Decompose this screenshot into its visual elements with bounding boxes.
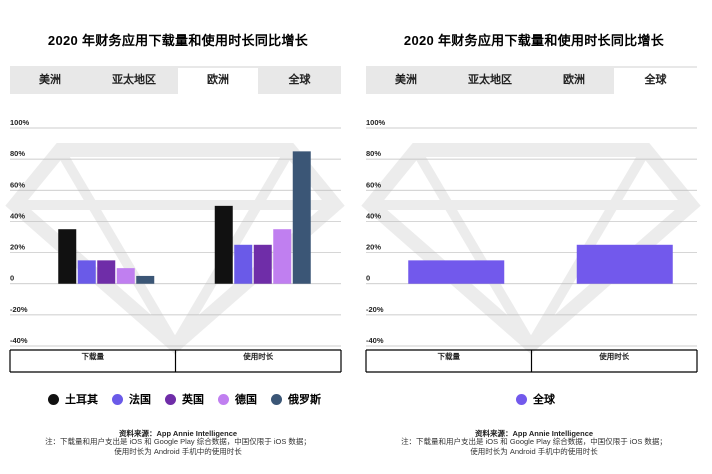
note-text: 注：下载量和用户支出是 iOS 和 Google Play 综合数据，中国仅限于… [356,437,712,457]
chart-title: 2020 年财务应用下载量和使用时长同比增长 [47,33,309,48]
tab-global[interactable]: 全球 [614,66,697,94]
right-panel: 2020 年财务应用下载量和使用时长同比增长 美洲 亚太地区 欧洲 全球 -40… [356,0,712,474]
tab-global[interactable]: 全球 [288,74,311,86]
bar-0-1-1 [234,244,253,284]
legend-swatch [271,393,282,405]
y-tick-label: 100% [10,118,30,127]
legend-swatch [218,393,229,405]
bar-0-0-1 [77,260,96,284]
tab-americas[interactable]: 美洲 [395,74,417,86]
note-text: 注：下载量和用户支出是 iOS 和 Google Play 综合数据，中国仅限于… [0,437,356,457]
source-text: 资料来源：App Annie Intelligence [118,429,238,438]
legend: 全球 [516,391,569,407]
legend-item: 英国 [165,391,204,407]
y-tick-label: 20% [366,243,381,252]
chart-title: 2020 年财务应用下载量和使用时长同比增长 [403,33,665,48]
x-category-label: 下载量 [82,351,105,361]
bar-0-1-0 [214,205,233,284]
y-tick-label: -40% [10,336,28,345]
legend: 土耳其 法国 英国 德国 俄罗斯 [48,391,335,407]
note-line-1: 注：下载量和用户支出是 iOS 和 Google Play 综合数据，中国仅限于… [45,437,311,446]
legend-item: 全球 [516,391,555,407]
legend-item: 土耳其 [48,391,98,407]
bar-0-0-0 [58,229,77,284]
tab-apac[interactable]: 亚太地区 [468,74,512,86]
x-category-label: 使用时长 [242,351,273,361]
bar-chart-europe: -40% -20% 0 20% 40% 60% 80% 100% 下载量 使用时长 [5,118,345,373]
bar-0-0-4 [136,275,155,284]
legend-label: 德国 [235,394,257,406]
y-tick-label: 0 [366,274,370,283]
bar-0-1-4 [292,151,311,284]
legend-swatch [48,393,59,405]
y-tick-label: 80% [366,149,381,158]
legend-item: 俄罗斯 [271,391,321,407]
legend-swatch [165,393,176,405]
legend-label: 法国 [129,394,151,406]
y-tick-label: -40% [366,336,384,345]
bar-0-1-2 [253,244,272,284]
legend-label: 全球 [533,394,555,406]
bar-0-0-3 [116,268,135,284]
legend-label: 俄罗斯 [288,394,321,406]
y-tick-label: 60% [366,180,381,189]
y-tick-label: 0 [10,274,14,283]
x-category-label: 下载量 [438,351,461,361]
region-tabs: 美洲 亚太地区 欧洲 全球 [366,66,697,94]
bar-chart-global: -40% -20% 0 20% 40% 60% 80% 100% 下载量 使用时长 [361,118,701,373]
region-tabs: 美洲 亚太地区 欧洲 全球 [10,66,341,94]
bar-0-0-2 [97,260,116,284]
note-line-1: 注：下载量和用户支出是 iOS 和 Google Play 综合数据，中国仅限于… [401,437,667,446]
y-tick-label: -20% [10,305,28,314]
x-category-label: 使用时长 [598,351,629,361]
y-tick-label: 40% [10,211,25,220]
legend-item: 德国 [218,391,257,407]
bar-1-1-0 [576,244,673,284]
y-tick-label: 60% [10,180,25,189]
tab-europe[interactable]: 欧洲 [178,66,258,94]
legend-label: 土耳其 [65,394,98,406]
y-tick-label: 40% [366,211,381,220]
tab-europe[interactable]: 欧洲 [563,74,585,86]
legend-label: 英国 [182,394,204,406]
y-tick-label: -20% [366,305,384,314]
tab-americas[interactable]: 美洲 [39,74,61,86]
legend-item: 法国 [112,391,151,407]
bar-1-0-0 [408,260,505,284]
y-tick-label: 100% [366,118,386,127]
legend-swatch [516,393,527,405]
y-tick-label: 20% [10,243,25,252]
y-tick-label: 80% [10,149,25,158]
left-panel: 2020 年财务应用下载量和使用时长同比增长 美洲 亚太地区 欧洲 全球 -40… [0,33,356,457]
note-line-2: 使用时长为 Android 手机中的使用时长 [470,447,598,456]
note-line-2: 使用时长为 Android 手机中的使用时长 [114,447,242,456]
bar-0-1-3 [273,229,292,284]
legend-swatch [112,393,123,405]
source-text: 资料来源：App Annie Intelligence [474,429,594,438]
tab-apac[interactable]: 亚太地区 [112,74,156,86]
